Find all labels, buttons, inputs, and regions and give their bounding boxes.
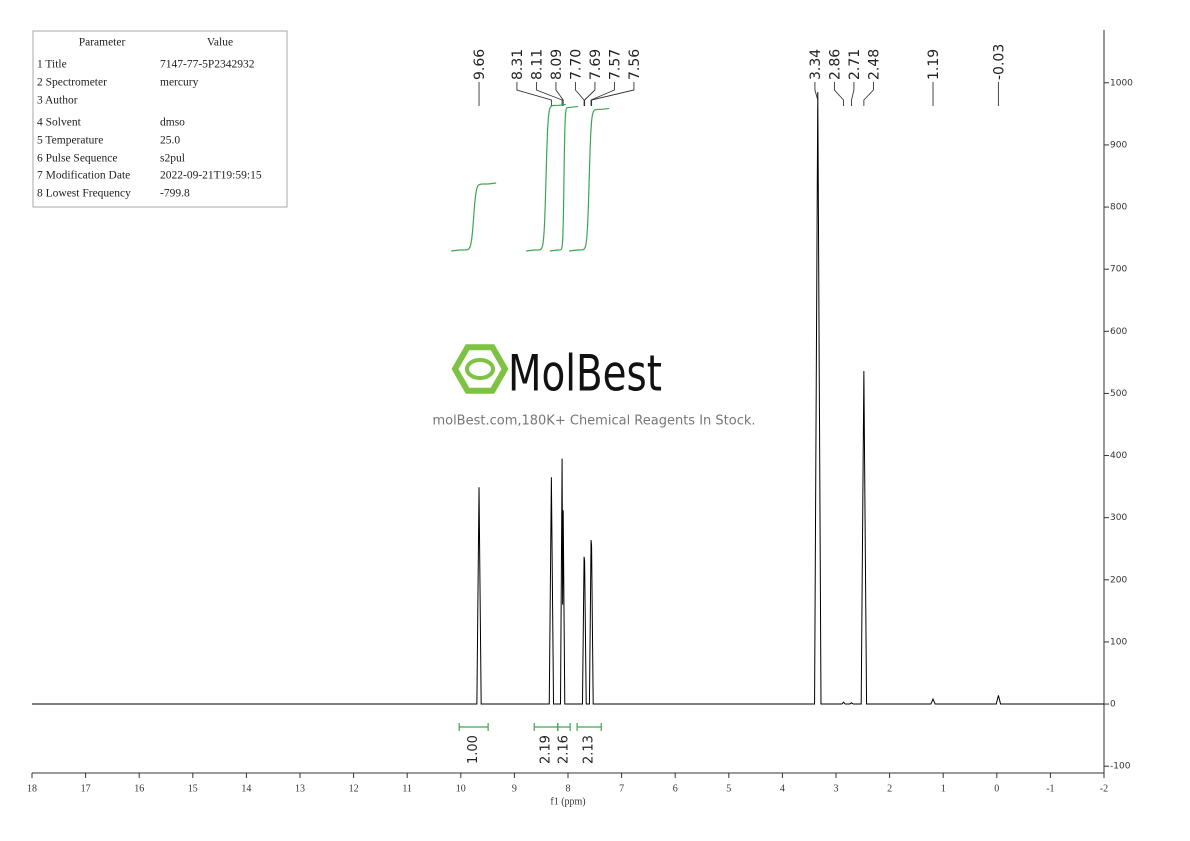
peak-connector xyxy=(574,82,585,106)
integral-label: 2.13 xyxy=(582,735,597,764)
integral-label: 1.00 xyxy=(466,735,481,764)
watermark: MolBest molBest.com,180K+ Chemical Reage… xyxy=(432,344,756,429)
x-tick-label: 7 xyxy=(619,783,624,794)
y-tick-label: -100 xyxy=(1110,762,1131,772)
integral-curve xyxy=(569,107,610,252)
x-tick-label: 14 xyxy=(241,783,251,794)
y-tick-label: 100 xyxy=(1110,637,1127,647)
peak-connector xyxy=(555,82,564,106)
watermark-brand: MolBest xyxy=(508,345,662,403)
y-tick-label: 700 xyxy=(1110,265,1127,275)
integral-curve xyxy=(549,105,579,252)
peak-label: 3.34 xyxy=(808,49,824,80)
parameter-table-frame xyxy=(32,30,288,208)
y-tick-label: 200 xyxy=(1110,575,1127,585)
integral-bracket xyxy=(557,723,571,731)
x-tick-label: 10 xyxy=(456,783,466,794)
peak-connector xyxy=(814,82,819,106)
table-cell: 8 Lowest Frequency xyxy=(37,188,131,200)
table-cell: 2022-09-21T19:59:15 xyxy=(160,170,262,182)
x-tick-label: 11 xyxy=(402,783,412,794)
peak-label: 2.86 xyxy=(827,49,843,80)
x-axis-label: f1 (ppm) xyxy=(550,796,585,807)
peak-connector xyxy=(535,82,563,106)
peak-label: -0.03 xyxy=(991,44,1007,80)
x-tick-label: 5 xyxy=(726,783,731,794)
x-tick-label: -1 xyxy=(1046,783,1054,794)
integral-bracket xyxy=(576,723,602,731)
integral-label: 2.16 xyxy=(556,735,571,764)
x-tick-label: 6 xyxy=(673,783,678,794)
x-tick-label: 9 xyxy=(512,783,517,794)
peak-connector xyxy=(863,82,874,106)
x-tick-label: 15 xyxy=(188,783,198,794)
table-cell: s2pul xyxy=(160,153,185,165)
x-tick-label: 2 xyxy=(887,783,892,794)
table-cell: 7 Modification Date xyxy=(37,170,130,182)
table-cell: 4 Solvent xyxy=(37,117,82,129)
integral-curve xyxy=(526,103,566,252)
peak-connector xyxy=(591,82,635,106)
table-header: Parameter xyxy=(79,37,126,49)
table-header: Value xyxy=(207,37,233,49)
y-tick-label: 300 xyxy=(1110,513,1127,523)
table-cell: 2 Spectrometer xyxy=(37,77,107,89)
table-cell: 6 Pulse Sequence xyxy=(37,153,117,165)
peak-label: 2.71 xyxy=(847,49,863,80)
table-cell: 1 Title xyxy=(37,59,67,71)
x-tick-label: 0 xyxy=(994,783,999,794)
peak-connector xyxy=(590,82,615,106)
logo-ring xyxy=(465,358,495,380)
peak-label: 7.56 xyxy=(627,49,643,80)
spectrum-line xyxy=(32,92,1104,705)
peak-label: 8.31 xyxy=(510,49,526,80)
x-tick-label: 18 xyxy=(27,783,37,794)
table-cell: dmso xyxy=(160,117,185,129)
peak-label: 7.57 xyxy=(607,49,623,80)
watermark-tagline: molBest.com,180K+ Chemical Reagents In S… xyxy=(432,414,755,429)
x-tick-label: 8 xyxy=(566,783,571,794)
table-cell: 7147-77-5P2342932 xyxy=(160,59,255,71)
peak-label: 2.48 xyxy=(866,49,882,80)
y-tick-label: 600 xyxy=(1110,327,1127,337)
peak-label: 9.66 xyxy=(472,49,488,80)
x-tick-label: -2 xyxy=(1100,783,1108,794)
x-tick-label: 17 xyxy=(81,783,91,794)
table-cell: 25.0 xyxy=(160,135,180,147)
peak-label: 7.70 xyxy=(568,49,584,80)
x-tick-label: 16 xyxy=(134,783,144,794)
peak-connector xyxy=(516,82,552,106)
y-tick-label: 800 xyxy=(1110,203,1127,213)
y-tick-label: 1000 xyxy=(1110,78,1133,88)
peak-label: 8.09 xyxy=(549,49,565,80)
x-tick-label: 4 xyxy=(780,783,785,794)
peak-connector xyxy=(851,82,855,106)
peak-label: 8.11 xyxy=(529,49,545,80)
y-tick-label: 0 xyxy=(1110,700,1116,710)
y-tick-label: 400 xyxy=(1110,451,1127,461)
peak-connector xyxy=(833,82,844,106)
x-tick-label: 3 xyxy=(834,783,839,794)
x-tick-label: 12 xyxy=(349,783,359,794)
table-cell: mercury xyxy=(160,77,199,89)
peak-connector xyxy=(584,82,596,106)
logo-hexagon xyxy=(451,344,509,394)
peak-label: 7.69 xyxy=(588,49,604,80)
y-tick-label: 900 xyxy=(1110,140,1127,150)
y-tick-label: 500 xyxy=(1110,389,1127,399)
peak-label: 1.19 xyxy=(926,49,942,80)
x-tick-label: 1 xyxy=(941,783,946,794)
x-tick-label: 13 xyxy=(295,783,305,794)
integral-bracket xyxy=(533,723,559,731)
integral-label: 2.19 xyxy=(539,735,554,764)
integral-curve xyxy=(451,182,497,252)
table-cell: 3 Author xyxy=(37,95,78,107)
table-cell: -799.8 xyxy=(160,188,190,200)
integral-bracket xyxy=(458,723,489,731)
table-cell: 5 Temperature xyxy=(37,135,103,147)
